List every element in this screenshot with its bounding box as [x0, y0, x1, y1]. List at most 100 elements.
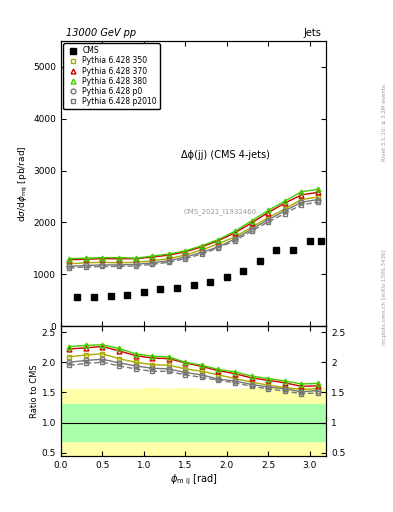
Pythia 6.428 350: [117, 260, 121, 266]
Line: Pythia 6.428 p0: Pythia 6.428 p0: [67, 197, 320, 269]
Line: Pythia 6.428 370: Pythia 6.428 370: [67, 190, 320, 262]
Pythia 6.428 p2010: [150, 261, 154, 267]
Pythia 6.428 p0: [249, 226, 254, 232]
Pythia 6.428 350: [183, 252, 187, 258]
Y-axis label: Ratio to CMS: Ratio to CMS: [30, 364, 39, 418]
CMS: [291, 247, 296, 253]
Pythia 6.428 350: [283, 206, 287, 212]
Text: 13000 GeV pp: 13000 GeV pp: [66, 28, 136, 38]
Pythia 6.428 p2010: [233, 238, 237, 244]
Pythia 6.428 370: [316, 189, 320, 196]
Pythia 6.428 350: [150, 258, 154, 264]
Pythia 6.428 p0: [216, 244, 221, 250]
Pythia 6.428 350: [216, 241, 221, 247]
Pythia 6.428 370: [67, 257, 72, 263]
Pythia 6.428 p0: [266, 217, 270, 223]
CMS: [158, 286, 163, 292]
Pythia 6.428 380: [316, 186, 320, 193]
Pythia 6.428 p0: [233, 236, 237, 242]
Pythia 6.428 p2010: [283, 210, 287, 217]
CMS: [274, 247, 279, 253]
CMS: [174, 285, 179, 291]
Pythia 6.428 380: [133, 255, 138, 261]
Pythia 6.428 p0: [299, 199, 304, 205]
Pythia 6.428 380: [100, 254, 105, 261]
Pythia 6.428 380: [216, 237, 221, 243]
Pythia 6.428 350: [166, 255, 171, 262]
Text: CMS_2021_I1932460: CMS_2021_I1932460: [184, 209, 257, 216]
Legend: CMS, Pythia 6.428 350, Pythia 6.428 370, Pythia 6.428 380, Pythia 6.428 p0, Pyth: CMS, Pythia 6.428 350, Pythia 6.428 370,…: [63, 43, 160, 109]
Pythia 6.428 380: [83, 255, 88, 261]
Pythia 6.428 p2010: [200, 251, 204, 257]
Pythia 6.428 p2010: [316, 199, 320, 205]
Pythia 6.428 370: [117, 255, 121, 262]
Pythia 6.428 370: [200, 244, 204, 250]
Pythia 6.428 370: [233, 230, 237, 236]
Pythia 6.428 350: [133, 259, 138, 265]
Pythia 6.428 370: [249, 220, 254, 226]
Pythia 6.428 p2010: [117, 263, 121, 269]
Pythia 6.428 350: [249, 224, 254, 230]
CMS: [319, 238, 323, 244]
Pythia 6.428 380: [266, 207, 270, 214]
Pythia 6.428 p2010: [166, 259, 171, 265]
Pythia 6.428 p0: [133, 261, 138, 267]
Line: Pythia 6.428 350: Pythia 6.428 350: [67, 195, 320, 266]
Pythia 6.428 380: [67, 255, 72, 262]
Pythia 6.428 380: [283, 198, 287, 204]
Pythia 6.428 370: [133, 255, 138, 262]
Pythia 6.428 380: [183, 248, 187, 254]
Pythia 6.428 350: [299, 197, 304, 203]
Pythia 6.428 p2010: [266, 219, 270, 225]
Pythia 6.428 p2010: [299, 202, 304, 208]
Pythia 6.428 p0: [67, 263, 72, 269]
Text: mcplots.cern.ch [arXiv:1306.3436]: mcplots.cern.ch [arXiv:1306.3436]: [382, 249, 387, 345]
CMS: [125, 292, 130, 298]
Pythia 6.428 370: [150, 254, 154, 260]
CMS: [75, 293, 80, 300]
Pythia 6.428 p0: [100, 262, 105, 268]
Pythia 6.428 350: [83, 260, 88, 266]
Pythia 6.428 p2010: [216, 245, 221, 251]
Text: Rivet 3.1.10; ≥ 3.2M events: Rivet 3.1.10; ≥ 3.2M events: [382, 84, 387, 161]
Pythia 6.428 370: [183, 249, 187, 255]
Pythia 6.428 380: [150, 253, 154, 259]
Pythia 6.428 350: [316, 194, 320, 200]
Pythia 6.428 p0: [166, 258, 171, 264]
CMS: [191, 282, 196, 288]
Pythia 6.428 380: [166, 251, 171, 257]
Pythia 6.428 350: [266, 215, 270, 221]
Line: Pythia 6.428 380: Pythia 6.428 380: [67, 187, 320, 261]
CMS: [257, 258, 262, 264]
Pythia 6.428 370: [216, 238, 221, 244]
Y-axis label: d$\sigma$/d$\phi_{\rm mij}$ [pb/rad]: d$\sigma$/d$\phi_{\rm mij}$ [pb/rad]: [17, 145, 30, 222]
X-axis label: $\phi_{\rm m\ ij}$ [rad]: $\phi_{\rm m\ ij}$ [rad]: [170, 472, 217, 487]
Line: CMS: CMS: [74, 238, 324, 300]
Pythia 6.428 350: [200, 247, 204, 253]
CMS: [241, 268, 246, 274]
Pythia 6.428 p0: [200, 249, 204, 255]
CMS: [92, 293, 96, 300]
Pythia 6.428 370: [283, 200, 287, 206]
Pythia 6.428 370: [83, 256, 88, 262]
Text: Δϕ(jj) (CMS 4-jets): Δϕ(jj) (CMS 4-jets): [181, 150, 270, 160]
Pythia 6.428 p0: [316, 197, 320, 203]
CMS: [224, 274, 229, 281]
CMS: [208, 279, 213, 285]
Pythia 6.428 370: [299, 192, 304, 198]
Text: Jets: Jets: [303, 28, 321, 38]
Pythia 6.428 350: [100, 259, 105, 265]
Pythia 6.428 380: [233, 228, 237, 234]
Pythia 6.428 p2010: [183, 255, 187, 262]
Pythia 6.428 p2010: [100, 263, 105, 269]
Pythia 6.428 p0: [150, 260, 154, 266]
CMS: [141, 289, 146, 295]
Pythia 6.428 350: [67, 261, 72, 267]
Pythia 6.428 p2010: [133, 263, 138, 269]
Pythia 6.428 p2010: [83, 264, 88, 270]
Pythia 6.428 p2010: [67, 265, 72, 271]
Pythia 6.428 p0: [283, 208, 287, 214]
CMS: [307, 238, 312, 244]
Pythia 6.428 370: [100, 255, 105, 262]
Pythia 6.428 p2010: [249, 228, 254, 234]
